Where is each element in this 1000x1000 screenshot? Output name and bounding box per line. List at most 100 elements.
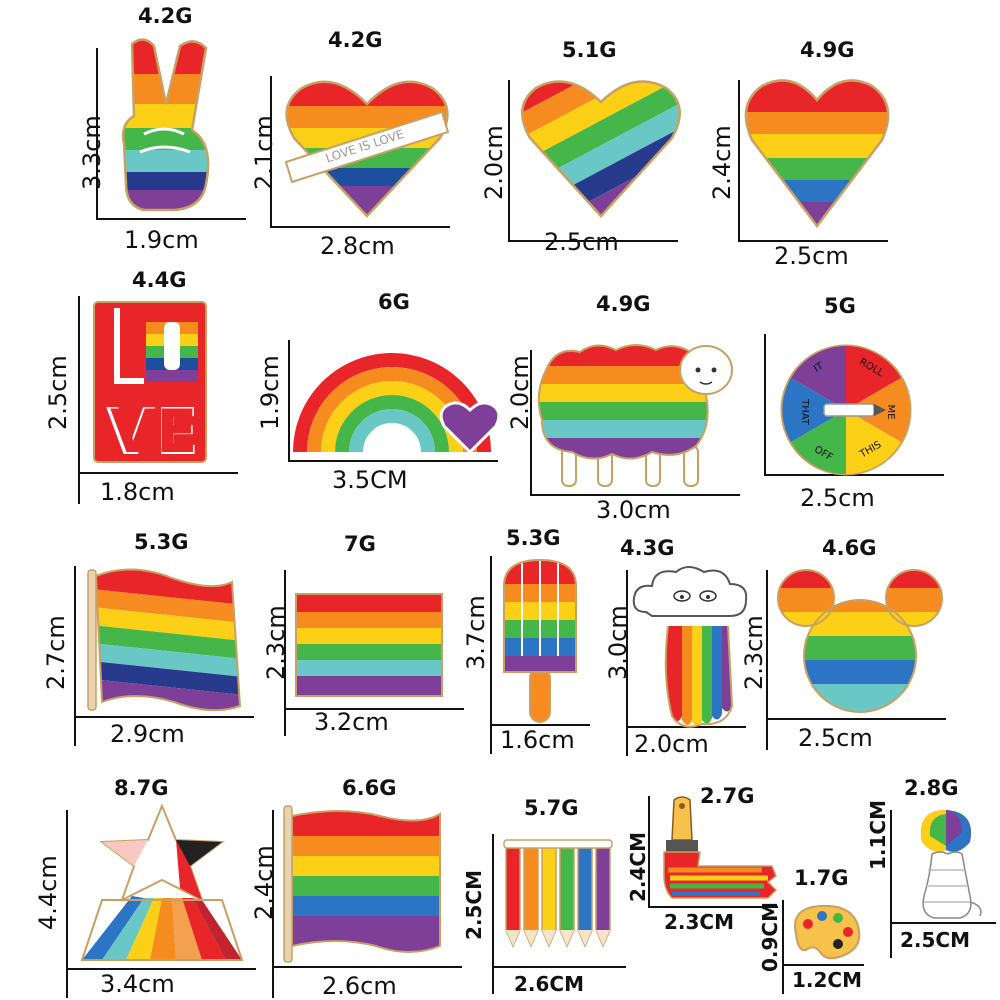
height-label: 2.7cm [42,615,70,690]
height-label: 4.4cm [34,855,62,930]
axis-vertical [78,296,80,504]
weight-label: 5.3G [506,526,561,550]
pin-balloon-head: 2.8G 1.1CM 2.5CM [860,770,1000,960]
axis-vertical [738,80,740,240]
height-label: 2.0cm [506,355,534,430]
axis-horizontal [284,708,464,710]
balloon-head-shape [921,810,982,919]
height-label: 2.1cm [250,115,278,190]
axis-vertical [530,350,532,494]
weight-label: 4.4G [132,268,187,292]
height-label: 2.4CM [626,831,650,902]
height-label: 3.3cm [78,115,106,190]
height-label: 2.5CM [462,869,486,940]
weight-label: 8.7G [114,776,169,800]
height-label: 1.9cm [256,355,284,430]
weight-label: 6.6G [342,776,397,800]
pin-rainbow-sheep: 4.9G 2.0cm 3.0cm [500,290,750,524]
weight-label: 4.3G [620,536,675,560]
width-label: 2.6cm [322,972,397,1000]
weight-label: 4.6G [822,536,877,560]
rainbow-heart-shape [293,353,501,455]
axis-vertical [492,834,494,994]
pin-paint-brush: 2.7G 2.4CM 2.3CM [620,770,790,940]
palette-shape [794,904,861,960]
axis-horizontal [272,966,462,968]
wavy-flag-shape [87,568,242,712]
pin-spinner-wheel: 5G 2.5cm ROLL ME THIS OFF THAT IT [750,290,950,520]
axis-vertical [626,570,628,756]
axis-horizontal [66,968,256,970]
width-label: 1.9cm [124,226,199,254]
paint-brush-shape [663,796,778,899]
width-label: 2.0cm [634,730,709,758]
spinner-wheel-shape: ROLL ME THIS OFF THAT IT [780,344,912,476]
axis-horizontal [766,718,946,720]
pin-striped-heart: 4.9G 2.4cm 2.5cm [700,20,900,280]
width-label: 3.5CM [332,466,408,494]
axis-horizontal [288,460,498,462]
pin-rainbow-cloud: 4.3G 3.0cm 2.0cm [600,530,760,760]
axis-vertical [96,48,98,218]
star-dress-shape [80,803,244,961]
diagonal-heart-shape [521,80,681,218]
height-label: 3.7cm [462,595,490,670]
axis-horizontal [648,906,778,908]
height-label: 2.5cm [44,355,72,430]
love-letters-shape: VE VE [93,301,207,470]
width-label: 2.5cm [798,724,873,752]
pin-peace-hand: 4.2G 3.3cm 1.9cm [78,0,260,260]
weight-label: 7G [344,532,376,556]
width-label: 2.6CM [514,972,585,996]
height-label: 2.3cm [740,615,768,690]
mouse-ears-shape [777,569,943,713]
axis-vertical [66,810,68,998]
axis-vertical [766,570,768,750]
wheel-word-5: THAT [799,398,810,426]
weight-label: 5.7G [524,796,579,820]
peace-hand-shape [121,38,210,212]
pin-love-letters: 4.4G 2.5cm 1.8cm VE VE [40,260,240,510]
weight-label: 4.2G [328,28,383,52]
popsicle-shape [503,558,577,723]
axis-vertical [648,796,650,908]
pin-rainbow-heart: 6G 1.9cm 3.5CM [256,290,510,500]
pin-wavy-flag: 5.3G 2.7cm 2.9cm [40,530,260,760]
pin-pencils: 5.7G 2.5CM 2.6CM [460,790,640,1000]
width-label: 1.6cm [500,726,575,754]
width-label: 2.3CM [664,910,735,934]
axis-vertical [272,810,274,998]
weight-label: 5.3G [134,530,189,554]
axis-horizontal [490,724,590,726]
height-label: 2.3cm [262,605,290,680]
axis-vertical [284,570,286,736]
axis-vertical [890,810,892,958]
pin-square-flag: 7G 2.3cm 3.2cm [260,530,470,750]
height-label: 0.9CM [758,901,782,972]
height-label: 2.4cm [250,845,278,920]
width-label: 1.2CM [792,968,863,992]
width-label: 2.9cm [110,720,185,748]
rainbow-cloud-shape [632,566,748,728]
svg-text:VE: VE [110,397,197,467]
wheel-word-2: ME [885,405,896,420]
width-label: 2.5cm [544,228,619,256]
width-label: 2.5cm [800,484,875,512]
axis-horizontal [74,716,254,718]
axis-vertical [288,340,290,460]
pole-flag-shape [283,805,441,963]
width-label: 2.5cm [774,242,849,270]
weight-label: 4.2G [138,4,193,28]
axis-horizontal [492,966,626,968]
axis-vertical [270,76,272,226]
pin-mouse-ears: 4.6G 2.3cm 2.5cm [740,530,960,760]
svg-text:VE: VE [106,396,199,470]
width-label: 3.0cm [596,496,671,524]
weight-label: 1.7G [794,866,849,890]
axis-vertical [508,80,510,240]
axis-horizontal [78,472,238,474]
rainbow-sheep-shape [537,344,733,487]
square-flag-shape [295,593,443,697]
pin-popsicle: 5.3G 3.7cm 1.6cm [460,520,610,760]
weight-label: 5.1G [562,38,617,62]
